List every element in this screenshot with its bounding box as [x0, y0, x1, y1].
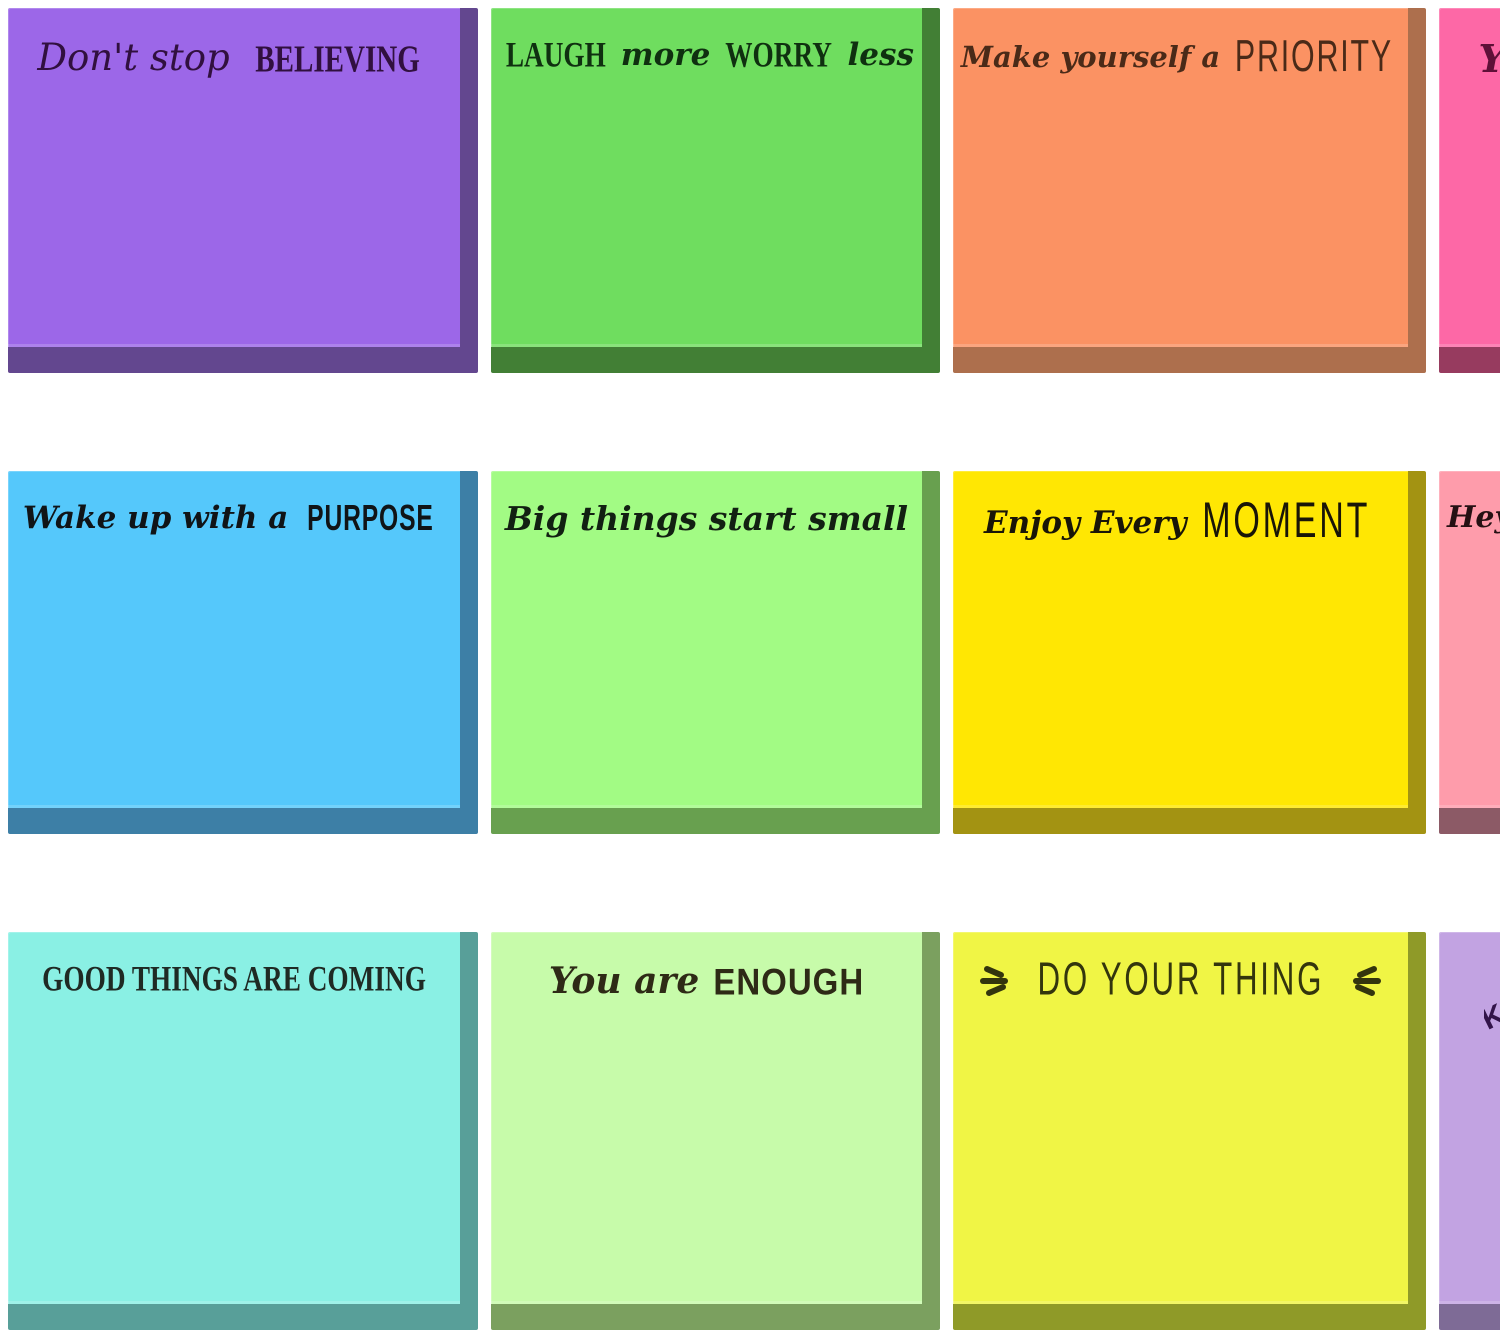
note-text: GOOD THINGS ARE COMING — [42, 957, 426, 999]
note-quote: LAUGH more WORRY less — [491, 8, 922, 75]
svg-text:KEEP YOUR HEAD UP: KEEP YOUR HEAD UP — [1484, 946, 1500, 1037]
note-text: You are — [1478, 36, 1500, 81]
note-quote: DO YOUR THING — [953, 932, 1408, 1005]
note-quote: GOOD THINGS ARE COMING — [8, 932, 460, 999]
note-text: Don't stop — [37, 36, 230, 79]
note-wake-up-with-a-purpose: Wake up with a PURPOSE — [8, 470, 479, 834]
note-quote: You areAWESOME — [1439, 8, 1500, 80]
note-big-things-start-small: Big things start small — [491, 470, 940, 834]
note-text: DO YOUR THING — [1037, 953, 1324, 1006]
note-text: ENOUGH — [713, 960, 865, 1002]
note-quote: Hey WarriorKeep Going — [1439, 471, 1500, 534]
note-text: less — [847, 37, 914, 73]
note-text: PRIORITY — [1235, 30, 1394, 81]
note-text: You are — [548, 959, 700, 1002]
note-quote: Enjoy Every MOMENT — [953, 471, 1408, 548]
note-text: WORRY — [725, 34, 833, 75]
note-laugh-more-worry-less: LAUGH more WORRY less — [491, 8, 940, 373]
note-you-are-awesome: You areAWESOME — [1439, 8, 1500, 373]
note-quote: You are ENOUGH — [491, 932, 922, 1002]
note-hey-warrior-keep-going: Hey WarriorKeep Going — [1439, 470, 1500, 834]
note-dont-stop-believing: Don't stop BELIEVING — [8, 8, 479, 373]
note-good-things-are-coming: GOOD THINGS ARE COMING — [8, 931, 479, 1330]
note-do-your-thing: DO YOUR THING — [952, 931, 1427, 1330]
note-text: LAUGH — [505, 34, 606, 75]
note-text: BELIEVING — [254, 39, 420, 81]
leaf-flourish-left-icon — [979, 966, 1008, 997]
note-text: Wake up with a — [22, 499, 289, 536]
note-keep-your-head-up: KEEP YOUR HEAD UP — [1439, 931, 1500, 1330]
note-text: PURPOSE — [307, 498, 434, 539]
note-quote: Wake up with a PURPOSE — [8, 471, 460, 539]
note-text: Big things start small — [504, 498, 909, 538]
note-text: Enjoy Every — [983, 504, 1187, 541]
note-quote: Big things start small — [491, 471, 922, 537]
note-quote: Make yourself a PRIORITY — [953, 8, 1408, 80]
note-make-yourself-a-priority: Make yourself a PRIORITY — [952, 8, 1427, 373]
note-you-are-enough: You are ENOUGH — [491, 931, 940, 1330]
note-text: MOMENT — [1201, 492, 1370, 548]
note-text: more — [620, 37, 711, 73]
note-text: KEEP YOUR HEAD UP — [1484, 946, 1500, 1037]
leaf-flourish-right-icon — [1353, 966, 1382, 997]
note-text: Make yourself a — [960, 40, 1221, 74]
note-text: Hey Warrior — [1447, 499, 1500, 535]
note-quote: KEEP YOUR HEAD UP — [1439, 932, 1500, 1038]
arched-note-text: KEEP YOUR HEAD UP — [1484, 946, 1500, 1037]
note-quote: Don't stop BELIEVING — [8, 8, 460, 81]
note-enjoy-every-moment: Enjoy Every MOMENT — [952, 470, 1427, 834]
